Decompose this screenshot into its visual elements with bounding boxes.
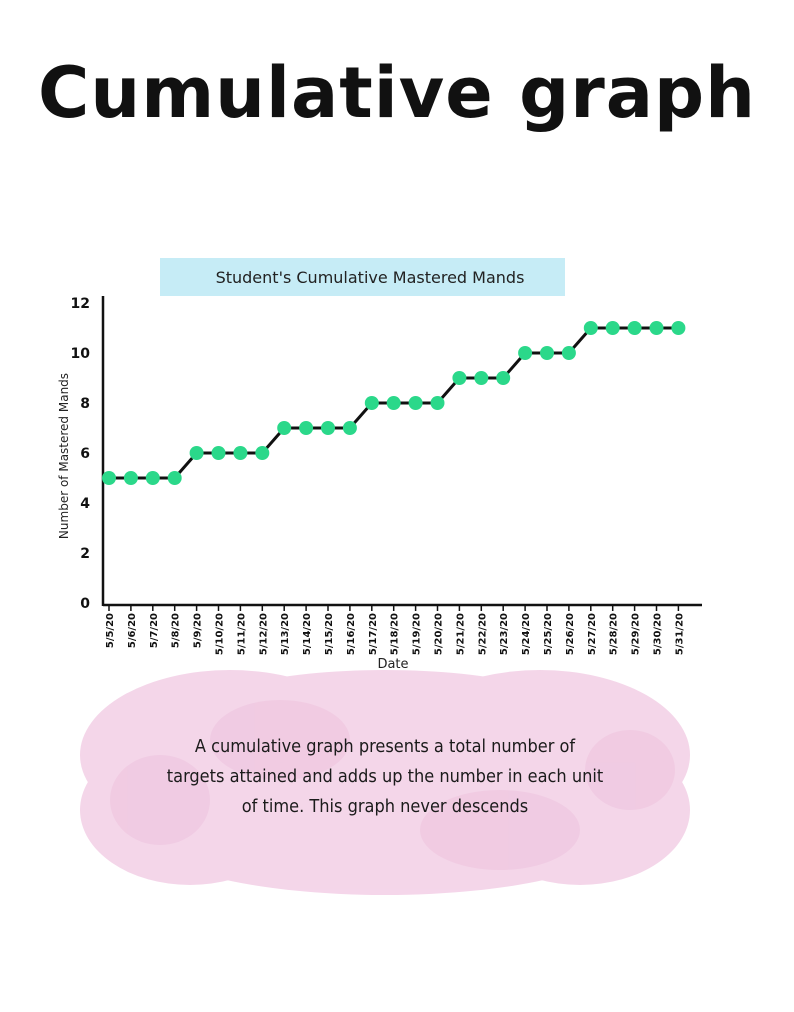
x-tick-label: 5/5/20: [105, 613, 116, 648]
x-tick-label: 5/14/20: [302, 613, 313, 655]
x-tick-label: 5/6/20: [127, 613, 138, 648]
x-tick-label: 5/21/20: [455, 613, 466, 655]
data-point: [277, 421, 292, 435]
pink-watercolor-blob: [80, 670, 690, 895]
x-tick-label: 5/22/20: [477, 613, 488, 655]
data-point: [430, 396, 445, 410]
x-tick-label: 5/28/20: [609, 613, 620, 655]
data-point: [452, 371, 467, 385]
x-tick-label: 5/29/20: [631, 613, 642, 655]
data-point: [474, 371, 489, 385]
data-point: [364, 396, 379, 410]
data-point: [540, 346, 554, 360]
x-tick-label: 5/7/20: [149, 613, 160, 648]
chart-title: Student's Cumulative Mastered Mands: [216, 268, 525, 287]
x-tick-label: 5/23/20: [499, 613, 510, 655]
data-point: [321, 421, 335, 435]
data-point: [649, 321, 664, 335]
data-point: [299, 421, 314, 435]
chart-title-banner: [160, 258, 565, 296]
data-point: [102, 471, 116, 485]
x-tick-label: 5/26/20: [565, 613, 576, 655]
x-tick-label: 5/16/20: [346, 613, 357, 655]
data-point: [233, 446, 248, 460]
x-tick-label: 5/31/20: [674, 613, 685, 655]
data-point: [627, 321, 642, 335]
x-tick-label: 5/19/20: [412, 613, 423, 655]
x-tick-label: 5/27/20: [587, 613, 598, 655]
y-tick-labels: 0 2 4 6 8 10 12: [71, 296, 91, 612]
series-points: [102, 321, 686, 485]
x-tick-label: 5/15/20: [324, 613, 335, 655]
x-tick-label: 5/20/20: [434, 613, 445, 655]
page-title: Cumulative graph: [38, 52, 756, 134]
x-tick-label: 5/24/20: [521, 613, 532, 655]
cumulative-chart: Student's Cumulative Mastered Mands Numb…: [57, 258, 702, 672]
x-tick-label: 5/11/20: [236, 613, 247, 655]
y-tick-label: 4: [80, 496, 90, 512]
data-point: [671, 321, 686, 335]
data-point: [605, 321, 620, 335]
y-tick-label: 2: [80, 546, 90, 562]
x-tick-label: 5/18/20: [390, 613, 401, 655]
data-point: [583, 321, 598, 335]
x-tick-label: 5/8/20: [171, 613, 182, 648]
x-tick-label: 5/13/20: [280, 613, 291, 655]
y-tick-label: 10: [71, 346, 91, 362]
x-tick-label: 5/17/20: [368, 613, 379, 655]
x-tick-label: 5/9/20: [193, 613, 204, 648]
data-point: [561, 346, 576, 360]
x-tick-label: 5/10/20: [215, 613, 226, 655]
data-point: [211, 446, 226, 460]
data-point: [342, 421, 357, 435]
data-point: [386, 396, 401, 410]
data-point: [145, 471, 160, 485]
data-point: [123, 471, 138, 485]
x-tick-label: 5/30/20: [653, 613, 664, 655]
data-point: [255, 446, 270, 460]
description-block: A cumulative graph presents a total numb…: [70, 660, 700, 900]
x-tick-labels: 5/5/20 5/6/20 5/7/20 5/8/20 5/9/20 5/10/20 5/1…: [105, 605, 685, 655]
y-tick-label: 0: [80, 596, 90, 612]
y-tick-label: 12: [71, 296, 90, 312]
description-text: A cumulative graph presents a total numb…: [166, 736, 604, 817]
data-point: [408, 396, 423, 410]
data-point: [496, 371, 511, 385]
y-axis-label: Number of Mastered Mands: [57, 373, 71, 539]
y-tick-label: 8: [80, 396, 90, 412]
data-point: [518, 346, 533, 360]
x-tick-label: 5/25/20: [543, 613, 554, 655]
y-tick-label: 6: [80, 446, 90, 462]
data-point: [167, 471, 182, 485]
data-point: [189, 446, 204, 460]
x-tick-label: 5/12/20: [258, 613, 269, 655]
x-axis-label: Date: [377, 657, 408, 672]
